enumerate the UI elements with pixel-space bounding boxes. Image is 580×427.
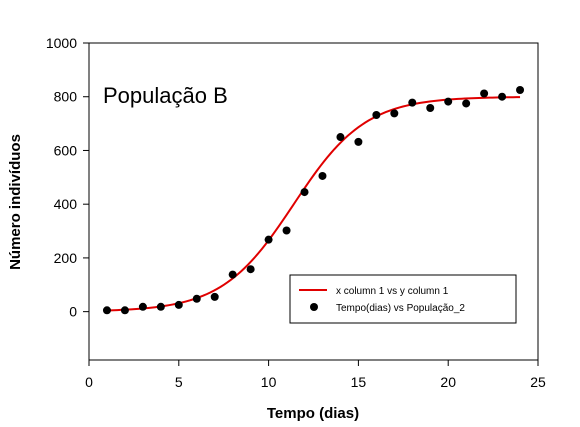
- data-point: [246, 265, 255, 274]
- data-point: [318, 171, 327, 180]
- x-axis: 0 5 10 15 20 25: [85, 360, 546, 390]
- legend-entry-fit: x column 1 vs y column 1: [336, 286, 449, 297]
- x-tick-label: 20: [440, 374, 456, 390]
- data-points: [102, 86, 525, 315]
- chart-annotation: População B: [103, 83, 228, 108]
- legend-box: [289, 274, 517, 324]
- data-point: [390, 109, 399, 118]
- data-point: [192, 294, 201, 303]
- data-point: [498, 92, 507, 101]
- y-axis-title: Número indivíduos: [7, 134, 24, 270]
- data-point: [300, 188, 309, 197]
- y-tick-label: 400: [54, 196, 78, 212]
- y-axis: 0 200 400 600 800 1000: [46, 35, 89, 320]
- data-point: [138, 302, 147, 311]
- x-axis-title: Tempo (dias): [267, 405, 359, 422]
- y-tick-label: 800: [54, 89, 78, 105]
- data-point: [336, 133, 345, 142]
- y-tick-label: 200: [54, 250, 78, 266]
- data-point: [264, 235, 273, 244]
- data-point: [120, 306, 129, 315]
- x-tick-label: 5: [175, 374, 183, 390]
- data-point: [372, 110, 381, 119]
- x-tick-label: 10: [261, 374, 277, 390]
- data-point: [426, 104, 435, 113]
- y-tick-label: 600: [54, 142, 78, 158]
- x-tick-label: 25: [530, 374, 546, 390]
- data-point: [228, 270, 237, 279]
- y-tick-label: 0: [69, 304, 77, 320]
- x-tick-label: 0: [85, 374, 93, 390]
- legend-point-swatch: [310, 303, 318, 311]
- data-point: [408, 98, 417, 107]
- data-point: [444, 97, 453, 106]
- data-point: [516, 86, 525, 95]
- data-point: [354, 137, 363, 146]
- data-point: [174, 300, 183, 309]
- data-point: [156, 302, 165, 311]
- data-point: [210, 292, 219, 301]
- data-point: [282, 226, 291, 235]
- legend-entry-data: Tempo(dias) vs População_2: [336, 303, 465, 314]
- y-tick-label: 1000: [46, 35, 77, 51]
- x-tick-label: 15: [351, 374, 367, 390]
- data-point: [102, 306, 111, 315]
- data-point: [462, 99, 471, 108]
- data-point: [480, 89, 489, 98]
- legend: x column 1 vs y column 1 Tempo(dias) vs …: [289, 274, 517, 324]
- plot-frame: [88, 42, 539, 361]
